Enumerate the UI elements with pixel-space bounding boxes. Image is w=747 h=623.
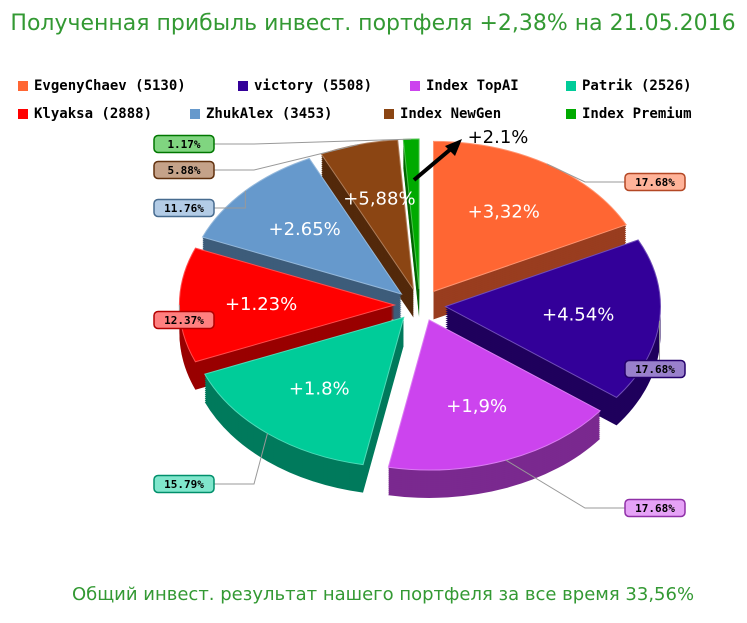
slice	[444, 239, 661, 398]
callout-label: 17.68%	[635, 363, 675, 376]
leader-line	[214, 138, 412, 145]
callout-box	[624, 172, 686, 192]
slice-annotation: +1.8%	[289, 378, 350, 399]
chart-title: Полученная прибыль инвест. портфеля +2,3…	[10, 11, 735, 36]
callout-box	[153, 474, 215, 494]
legend-label: Klyaksa (2888)	[34, 106, 152, 122]
callout-box	[153, 134, 215, 154]
callout-box	[624, 498, 686, 518]
callout-label: 1.17%	[167, 138, 200, 151]
callout-box	[153, 160, 215, 180]
legend-swatch	[18, 109, 28, 119]
legend-swatch	[238, 81, 248, 91]
callout-label: 5.88%	[167, 164, 200, 177]
arrow-head	[445, 139, 462, 156]
legend-swatch	[410, 81, 420, 91]
slice-annotation: +2.65%	[269, 219, 341, 240]
callout-label: 15.79%	[164, 478, 204, 491]
slice-annotation: +5,88%	[343, 189, 415, 210]
callout-label: 17.68%	[635, 176, 675, 189]
slice	[387, 319, 602, 471]
slice-annotation: +1,9%	[446, 396, 507, 417]
legend-label: EvgenyChaev (5130)	[34, 78, 186, 94]
legend-label: Index TopAI	[426, 78, 519, 94]
legend-label: Patrik (2526)	[582, 78, 692, 94]
legend-swatch	[566, 109, 576, 119]
callout-label: 11.76%	[164, 202, 204, 215]
leader-line	[214, 433, 268, 485]
slice-annotation: +3,32%	[468, 201, 540, 222]
legend-label: ZhukAlex (3453)	[206, 106, 332, 122]
legend-swatch	[566, 81, 576, 91]
slice	[178, 247, 397, 363]
legend-swatch	[18, 81, 28, 91]
leader-line	[546, 163, 625, 183]
legend-label: Index NewGen	[400, 106, 501, 122]
callout-box	[153, 310, 215, 330]
slice-annotation: +4.54%	[542, 304, 614, 325]
legend-swatch	[384, 109, 394, 119]
callout-label: 12.37%	[164, 314, 204, 327]
chart-subtitle: Общий инвест. результат нашего портфеля …	[72, 584, 694, 605]
callout-box	[624, 359, 686, 379]
callout-label: 17.68%	[635, 502, 675, 515]
legend-swatch	[190, 109, 200, 119]
slice-annotation: +2.1%	[468, 127, 529, 148]
leader-line	[505, 459, 625, 509]
leader-line	[214, 144, 359, 171]
arrow-line	[412, 146, 454, 182]
legend-label: Index Premium	[582, 106, 692, 122]
slice-annotation: +1.23%	[225, 294, 297, 315]
legend-label: victory (5508)	[254, 78, 372, 94]
leader-line	[214, 190, 246, 209]
callout-box	[153, 198, 215, 218]
